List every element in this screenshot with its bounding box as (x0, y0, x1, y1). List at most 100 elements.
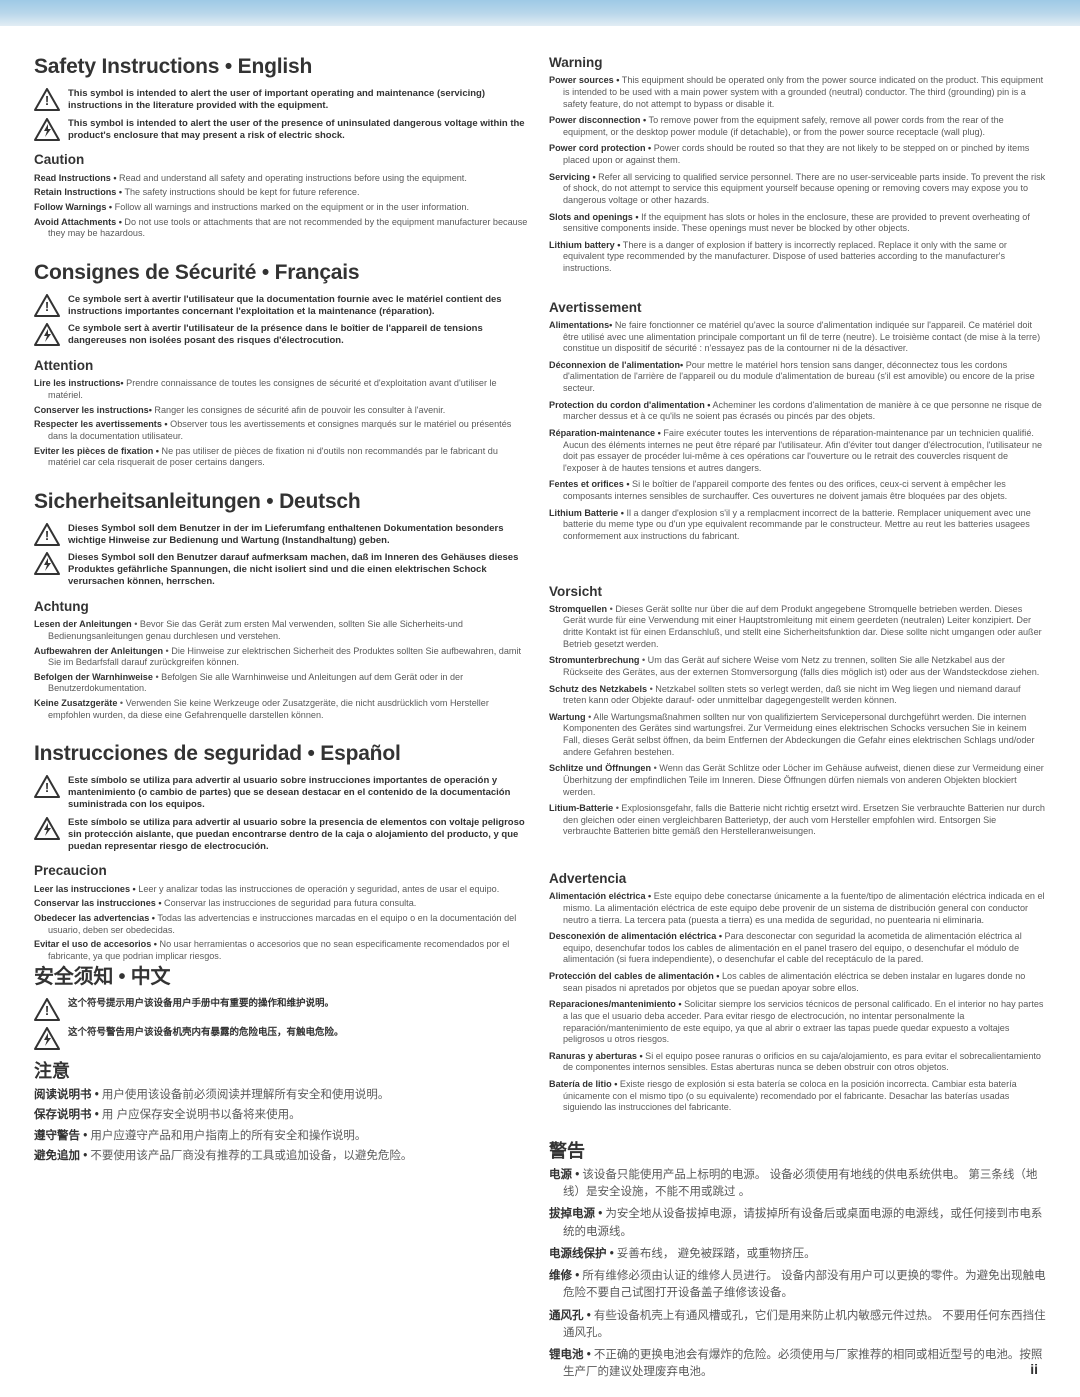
warning-heading: Vorsicht (549, 583, 1046, 600)
symbol-text: Dieses Symbol soll dem Benutzer in der i… (68, 523, 531, 547)
symbol-text: Dieses Symbol soll den Benutzer darauf a… (68, 552, 531, 588)
shock-icon (34, 323, 60, 346)
section-heading: Consignes de Sécurité • Français (34, 260, 531, 287)
warning-item-cn: 电源 • 该设备只能使用产品上标明的电源。 设备必须使用有地线的供电系统供电。 … (549, 1167, 1046, 1202)
section-heading: Sicherheitsanleitungen • Deutsch (34, 489, 531, 516)
svg-text:!: ! (45, 780, 49, 795)
warning-item-cn: 电源线保护 • 妥善布线， 避免被踩踏，或重物挤压。 (549, 1246, 1046, 1263)
subsection-heading: Attention (34, 357, 531, 374)
symbol-text: Ce symbole sert à avertir l'utilisateur … (68, 294, 531, 318)
warning-item: Power cord protection • Power cords shou… (549, 143, 1046, 166)
warning-item-cn: 通风孔 • 有些设备机壳上有通风槽或孔，它们是用来防止机内敏感元件过热。 不要用… (549, 1308, 1046, 1343)
instruction-item: Respecter les avertissements • Observer … (34, 419, 531, 442)
symbol-row: ! Dieses Symbol soll dem Benutzer in der … (34, 523, 531, 547)
subsection-heading: Precaucion (34, 862, 531, 879)
symbol-row: Este símbolo se utiliza para advertir al… (34, 817, 531, 853)
warning-item: Litium-Batterie • Explosionsgefahr, fall… (549, 803, 1046, 838)
right-column: Warning Power sources • This equipment sh… (549, 54, 1046, 1387)
warning-item: Reparaciones/mantenimiento • Solicitar s… (549, 999, 1046, 1046)
warning-item: Lithium Batterie • Il a danger d'explosi… (549, 508, 1046, 543)
warning-item: Lithium battery • There is a danger of e… (549, 240, 1046, 275)
instruction-item: 避免追加 • 不要使用该产品厂商没有推荐的工具或追加设备，以避免危险。 (34, 1148, 531, 1165)
section-heading: Instrucciones de seguridad • Español (34, 741, 531, 768)
warning-item: Alimentations• Ne faire fonctionner ce m… (549, 320, 1046, 355)
instruction-item: Read Instructions • Read and understand … (34, 173, 531, 185)
symbol-text: Este símbolo se utiliza para advertir al… (68, 817, 531, 853)
shock-icon (34, 1027, 60, 1050)
warning-item: Schlitze und Öffnungen • Wenn das Gerät … (549, 763, 1046, 798)
warning-item-cn: 拔掉电源 • 为安全地从设备拔掉电源，请拔掉所有设备后或桌面电源的电源线，或任何… (549, 1206, 1046, 1241)
instruction-item: Retain Instructions • The safety instruc… (34, 187, 531, 199)
instruction-item: Keine Zusatzgeräte • Verwenden Sie keine… (34, 698, 531, 721)
symbol-row: This symbol is intended to alert the use… (34, 118, 531, 142)
symbol-text: This symbol is intended to alert the use… (68, 118, 531, 142)
top-gradient-bar (0, 0, 1080, 26)
warning-icon: ! (34, 523, 60, 546)
warning-item: Protection du cordon d'alimentation • Ac… (549, 400, 1046, 423)
symbol-row: Ce symbole sert à avertir l'utilisateur … (34, 323, 531, 347)
warning-item: Servicing • Refer all servicing to quali… (549, 172, 1046, 207)
warning-heading: Advertencia (549, 870, 1046, 887)
instruction-item: Conservar las instrucciones • Conservar … (34, 898, 531, 910)
warning-item-cn: 维修 • 所有维修必须由认证的维修人员进行。 设备内部没有用户可以更换的零件。为… (549, 1268, 1046, 1303)
subsection-heading-cn: 注意 (34, 1060, 531, 1083)
warning-heading: Warning (549, 54, 1046, 71)
section-heading-cn: 安全须知 • 中文 (34, 965, 531, 991)
warning-item: Réparation-maintenance • Faire exécuter … (549, 428, 1046, 475)
warning-item-cn: 锂电池 • 不正确的更换电池会有爆炸的危险。必须使用与厂家推荐的相同或相近型号的… (549, 1347, 1046, 1382)
instruction-item: 遵守警告 • 用户应遵守产品和用户指南上的所有安全和操作说明。 (34, 1128, 531, 1145)
page-number: ii (1030, 1361, 1038, 1377)
subsection-heading: Caution (34, 151, 531, 168)
symbol-row: ! Este símbolo se utiliza para advertir a… (34, 775, 531, 811)
warning-heading: Avertissement (549, 299, 1046, 316)
instruction-item: Leer las instrucciones • Leer y analizar… (34, 884, 531, 896)
subsection-heading: Achtung (34, 598, 531, 615)
symbol-text: Este símbolo se utiliza para advertir al… (68, 775, 531, 811)
symbol-row: 这个符号警告用户该设备机壳内有暴露的危险电压，有触电危险。 (34, 1027, 531, 1050)
instruction-item: Befolgen der Warnhinweise • Befolgen Sie… (34, 672, 531, 695)
warning-item: Stromunterbrechung • Um das Gerät auf si… (549, 655, 1046, 678)
instruction-item: 保存说明书 • 用 户应保存安全说明书以备将来使用。 (34, 1107, 531, 1124)
warning-item: Protección del cables de alimentación • … (549, 971, 1046, 994)
warning-item: Power sources • This equipment should be… (549, 75, 1046, 110)
instruction-item: Conserver les instructions• Ranger les c… (34, 405, 531, 417)
instruction-item: Lesen der Anleitungen • Bevor Sie das Ge… (34, 619, 531, 642)
instruction-item: Avoid Attachments • Do not use tools or … (34, 217, 531, 240)
shock-icon (34, 118, 60, 141)
warning-icon: ! (34, 294, 60, 317)
warning-item: Alimentación eléctrica • Este equipo deb… (549, 891, 1046, 926)
instruction-item: Follow Warnings • Follow all warnings an… (34, 202, 531, 214)
symbol-row: Dieses Symbol soll den Benutzer darauf a… (34, 552, 531, 588)
warning-item: Power disconnection • To remove power fr… (549, 115, 1046, 138)
shock-icon (34, 552, 60, 575)
instruction-item: Eviter les pièces de fixation • Ne pas u… (34, 446, 531, 469)
warning-item: Wartung • Alle Wartungsmaßnahmen sollten… (549, 712, 1046, 759)
instruction-item: Aufbewahren der Anleitungen • Die Hinwei… (34, 646, 531, 669)
instruction-item: 阅读说明书 • 用户使用该设备前必须阅读并理解所有安全和使用说明。 (34, 1087, 531, 1104)
instruction-item: Obedecer las advertencias • Todas las ad… (34, 913, 531, 936)
warning-item: Déconnexion de l'alimentation• Pour mett… (549, 360, 1046, 395)
warning-heading-cn: 警告 (549, 1140, 1046, 1163)
warning-item: Stromquellen • Dieses Gerät sollte nur ü… (549, 604, 1046, 651)
symbol-row: ! Ce symbole sert à avertir l'utilisateur… (34, 294, 531, 318)
symbol-text: This symbol is intended to alert the use… (68, 88, 531, 112)
symbol-row: ! 这个符号提示用户该设备用户手册中有重要的操作和维护说明。 (34, 998, 531, 1021)
warning-item: Batería de litio • Existe riesgo de expl… (549, 1079, 1046, 1114)
warning-item: Slots and openings • If the equipment ha… (549, 212, 1046, 235)
warning-item: Desconexión de alimentación eléctrica • … (549, 931, 1046, 966)
symbol-row: ! This symbol is intended to alert the us… (34, 88, 531, 112)
svg-text:!: ! (45, 299, 49, 314)
shock-icon (34, 817, 60, 840)
page-columns: Safety Instructions • English!This symbo… (0, 26, 1080, 1387)
warning-item: Schutz des Netzkabels • Netzkabel sollte… (549, 684, 1046, 707)
svg-text:!: ! (45, 93, 49, 108)
symbol-text: 这个符号提示用户该设备用户手册中有重要的操作和维护说明。 (68, 998, 531, 1021)
instruction-item: Evitar el uso de accesorios • No usar he… (34, 939, 531, 962)
symbol-text: 这个符号警告用户该设备机壳内有暴露的危险电压，有触电危险。 (68, 1027, 531, 1050)
warning-item: Fentes et orifices • Si le boîtier de l'… (549, 479, 1046, 502)
warning-item: Ranuras y aberturas • Si el equipo posee… (549, 1051, 1046, 1074)
instruction-item: Lire les instructions• Prendre connaissa… (34, 378, 531, 401)
svg-text:!: ! (45, 1003, 49, 1018)
warning-icon: ! (34, 88, 60, 111)
symbol-text: Ce symbole sert à avertir l'utilisateur … (68, 323, 531, 347)
